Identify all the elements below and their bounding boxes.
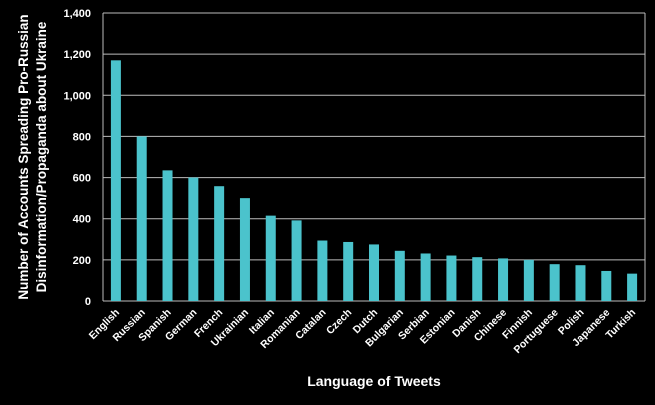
x-tick-label: Czech — [324, 307, 354, 337]
bar-russian — [136, 136, 147, 301]
bar-italian — [265, 215, 276, 301]
bar-finnish — [523, 259, 534, 301]
bar-french — [214, 186, 225, 301]
bar-catalan — [317, 240, 328, 301]
bar-ukrainian — [239, 198, 250, 301]
y-tick-label: 400 — [73, 214, 91, 226]
x-axis-label: Language of Tweets — [307, 373, 441, 389]
y-axis-label-line-2: Disinformation/Propaganda about Ukraine — [34, 21, 49, 292]
y-axis-label-line-1: Number of Accounts Spreading Pro-Russian — [16, 14, 31, 299]
bar-english — [110, 60, 121, 301]
bar-danish — [472, 257, 483, 301]
bar-estonian — [446, 255, 457, 301]
bar-romanian — [291, 220, 302, 301]
bar-chinese — [498, 258, 509, 301]
bar-spanish — [162, 170, 173, 301]
bar-serbian — [420, 253, 431, 301]
bar-german — [188, 177, 199, 301]
bar-portuguese — [549, 264, 560, 301]
y-tick-label: 600 — [73, 173, 91, 185]
y-tick-label: 0 — [85, 296, 91, 308]
y-tick-label: 1,400 — [63, 8, 91, 20]
y-tick-label: 800 — [73, 131, 91, 143]
bar-dutch — [369, 244, 379, 301]
y-tick-label: 1,000 — [63, 90, 91, 102]
bar-polish — [575, 265, 586, 301]
bar-turkish — [627, 273, 638, 301]
bar-bulgarian — [394, 250, 405, 301]
bar-japanese — [601, 270, 612, 301]
y-tick-label: 200 — [73, 255, 91, 267]
bar-czech — [343, 241, 354, 301]
y-tick-label: 1,200 — [63, 49, 91, 61]
